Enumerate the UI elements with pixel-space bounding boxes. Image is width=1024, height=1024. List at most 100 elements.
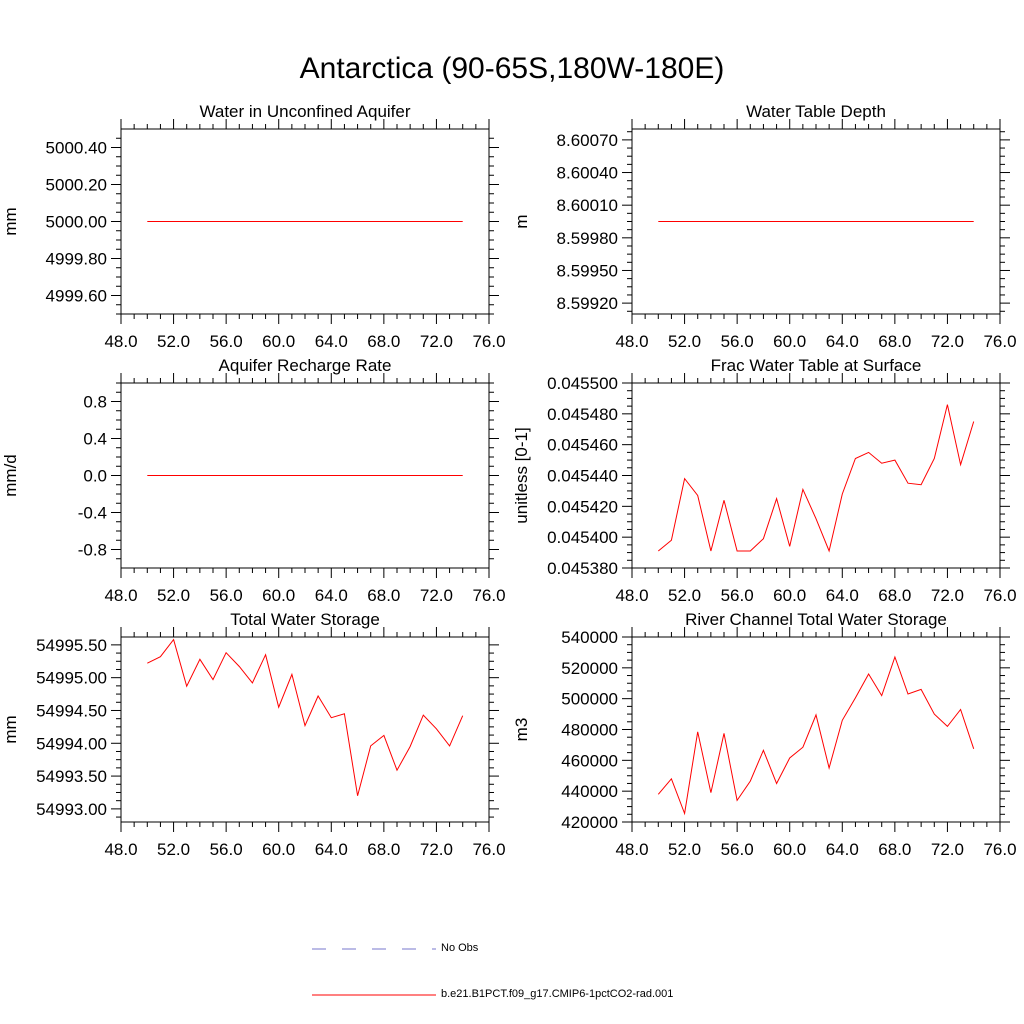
- x-tick-label: 60.0: [262, 840, 295, 859]
- x-tick-label: 56.0: [210, 332, 243, 351]
- y-tick-label: 54995.00: [36, 669, 107, 688]
- chart-title: River Channel Total Water Storage: [685, 610, 947, 629]
- x-tick-label: 48.0: [615, 840, 648, 859]
- y-tick-label: 0.045420: [547, 497, 618, 516]
- x-tick-label: 52.0: [668, 586, 701, 605]
- x-tick-label: 60.0: [773, 586, 806, 605]
- chart-title: Total Water Storage: [230, 610, 380, 629]
- x-tick-label: 60.0: [262, 332, 295, 351]
- y-tick-label: 0.045480: [547, 405, 618, 424]
- x-tick-label: 52.0: [668, 332, 701, 351]
- series-line: [147, 638, 464, 796]
- x-tick-label: 68.0: [367, 840, 400, 859]
- x-tick-label: 56.0: [721, 840, 754, 859]
- x-tick-label: 48.0: [615, 332, 648, 351]
- x-tick-label: 52.0: [157, 332, 190, 351]
- x-tick-label: 52.0: [157, 586, 190, 605]
- y-tick-label: 8.59920: [557, 294, 618, 313]
- x-tick-label: 48.0: [104, 586, 137, 605]
- x-tick-label: 68.0: [367, 332, 400, 351]
- y-tick-label: 500000: [561, 690, 618, 709]
- x-tick-label: 72.0: [420, 840, 453, 859]
- y-tick-label: 8.60010: [557, 196, 618, 215]
- y-tick-label: 4999.80: [46, 250, 107, 269]
- y-axis-label: mm: [1, 207, 20, 235]
- y-tick-label: 0.4: [83, 430, 107, 449]
- y-tick-label: 0.8: [83, 393, 107, 412]
- y-axis-label: m: [512, 214, 531, 228]
- x-tick-label: 68.0: [878, 332, 911, 351]
- chart-panel-6: River Channel Total Water Storage m3 48.0 5…: [512, 610, 1017, 859]
- y-axis-label: mm/d: [1, 454, 20, 497]
- y-tick-label: 8.59980: [557, 229, 618, 248]
- x-tick-label: 56.0: [721, 586, 754, 605]
- chart-panel-5: Total Water Storage mm 48.0 52.0 56.0 60.0 64.…: [1, 610, 506, 859]
- y-tick-label: 54993.50: [36, 767, 107, 786]
- x-tick-label: 56.0: [210, 840, 243, 859]
- y-tick-label: 5000.40: [46, 139, 107, 158]
- x-tick-label: 52.0: [668, 840, 701, 859]
- x-tick-label: 48.0: [104, 840, 137, 859]
- x-tick-label: 64.0: [826, 332, 859, 351]
- x-tick-label: 76.0: [472, 840, 505, 859]
- x-tick-label: 56.0: [210, 586, 243, 605]
- chart-title: Water Table Depth: [746, 102, 886, 121]
- x-tick-label: 64.0: [315, 840, 348, 859]
- y-tick-label: 8.59950: [557, 261, 618, 280]
- x-tick-label: 64.0: [826, 586, 859, 605]
- series-line: [657, 404, 975, 553]
- plot-frame: [120, 636, 490, 823]
- chart-panel-1: Water in Unconfined Aquifer mm 48.0 52.0 56.…: [1, 102, 506, 351]
- chart-title: Frac Water Table at Surface: [711, 356, 922, 375]
- y-tick-label: 0.0: [83, 467, 107, 486]
- x-tick-label: 76.0: [983, 840, 1016, 859]
- series-line: [657, 655, 975, 816]
- x-tick-label: 60.0: [262, 586, 295, 605]
- x-tick-label: 64.0: [826, 840, 859, 859]
- y-tick-label: 460000: [561, 751, 618, 770]
- y-tick-label: 54994.00: [36, 734, 107, 753]
- x-tick-label: 64.0: [315, 332, 348, 351]
- x-tick-label: 72.0: [931, 840, 964, 859]
- x-tick-label: 68.0: [878, 586, 911, 605]
- y-tick-label: 54993.00: [36, 800, 107, 819]
- y-tick-label: 8.60070: [557, 131, 618, 150]
- y-tick-label: 4999.60: [46, 287, 107, 306]
- y-tick-label: 0.045460: [547, 436, 618, 455]
- y-tick-label: 8.60040: [557, 164, 618, 183]
- y-axis-label: m3: [512, 718, 531, 742]
- x-tick-label: 52.0: [157, 840, 190, 859]
- plot-frame: [631, 382, 1001, 569]
- x-tick-label: 48.0: [104, 332, 137, 351]
- y-tick-label: 5000.20: [46, 176, 107, 195]
- chart-panel-2: Water Table Depth m 48.0 52.0 56.0 60.0 64.0 68…: [512, 102, 1017, 351]
- y-axis-label: unitless [0-1]: [512, 427, 531, 523]
- chart-panel-3: Aquifer Recharge Rate mm/d 48.0 52.0 56.0 60.…: [1, 356, 506, 605]
- page-title: Antarctica (90-65S,180W-180E): [299, 52, 725, 85]
- legend-model-label: b.e21.B1PCT.f09_g17.CMIP6-1pctCO2-rad.00…: [441, 988, 674, 1000]
- x-tick-label: 60.0: [773, 840, 806, 859]
- x-tick-label: 72.0: [420, 586, 453, 605]
- x-tick-label: 48.0: [615, 586, 648, 605]
- y-axis-label: mm: [1, 715, 20, 743]
- y-tick-label: 54994.50: [36, 701, 107, 720]
- x-tick-label: 76.0: [983, 586, 1016, 605]
- x-tick-label: 68.0: [367, 586, 400, 605]
- y-tick-label: 480000: [561, 721, 618, 740]
- x-tick-label: 72.0: [931, 332, 964, 351]
- y-tick-label: 520000: [561, 659, 618, 678]
- x-tick-label: 60.0: [773, 332, 806, 351]
- chart-title: Aquifer Recharge Rate: [219, 356, 392, 375]
- y-tick-label: 5000.00: [46, 213, 107, 232]
- x-tick-label: 76.0: [983, 332, 1016, 351]
- x-tick-label: 72.0: [931, 586, 964, 605]
- x-tick-label: 76.0: [472, 586, 505, 605]
- y-tick-label: 540000: [561, 628, 618, 647]
- x-tick-label: 72.0: [420, 332, 453, 351]
- x-tick-label: 56.0: [721, 332, 754, 351]
- y-tick-label: 54995.50: [36, 636, 107, 655]
- y-tick-label: 420000: [561, 813, 618, 832]
- y-tick-label: 0.045500: [547, 374, 618, 393]
- x-tick-label: 76.0: [472, 332, 505, 351]
